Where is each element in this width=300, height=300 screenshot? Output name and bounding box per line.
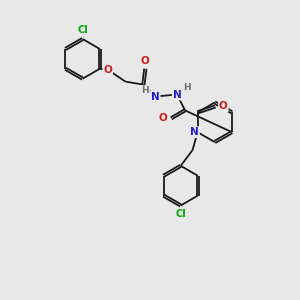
Text: O: O bbox=[103, 65, 112, 75]
Text: H: H bbox=[183, 83, 191, 92]
Text: Cl: Cl bbox=[175, 209, 186, 219]
Text: Cl: Cl bbox=[77, 25, 88, 35]
Text: O: O bbox=[159, 113, 168, 123]
Text: N: N bbox=[173, 89, 182, 100]
Text: N: N bbox=[151, 92, 160, 101]
Text: O: O bbox=[219, 101, 228, 111]
Text: O: O bbox=[141, 56, 150, 66]
Text: N: N bbox=[190, 127, 199, 137]
Text: H: H bbox=[142, 86, 149, 95]
